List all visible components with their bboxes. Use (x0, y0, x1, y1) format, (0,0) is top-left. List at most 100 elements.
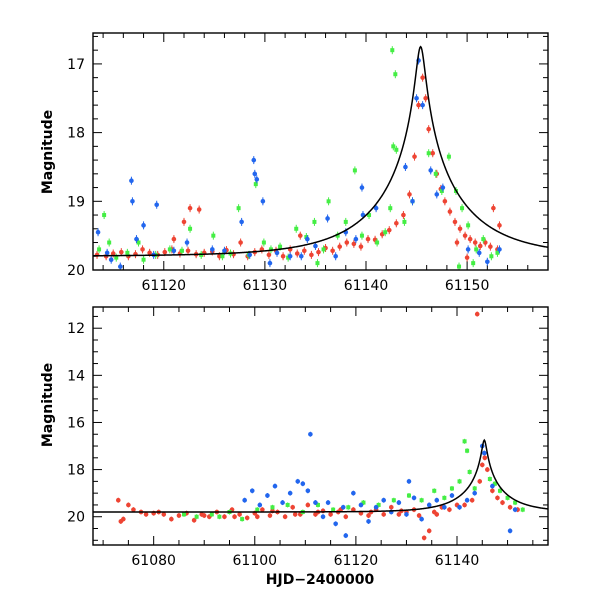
data-point-blue (366, 519, 371, 524)
data-point-blue (428, 168, 434, 173)
y-tick-label: 17 (67, 57, 85, 73)
data-point-green (393, 72, 398, 77)
data-point-blue (406, 479, 412, 484)
data-point-green (255, 507, 260, 512)
data-point-green (406, 493, 411, 498)
data-point-red (394, 220, 399, 226)
data-point-green (359, 233, 364, 238)
data-point-blue (457, 504, 462, 510)
data-point-green (188, 226, 193, 231)
x-tick-label: 61100 (233, 553, 278, 569)
data-point-red (421, 535, 427, 541)
data-point-red (119, 249, 124, 255)
data-point-blue (130, 199, 135, 204)
x-tick-label: 61150 (445, 278, 490, 294)
data-point-green (439, 189, 444, 193)
data-point-green (367, 213, 372, 218)
data-point-blue (373, 205, 379, 211)
data-point-red (430, 150, 436, 156)
data-point-red (482, 455, 488, 461)
data-point-blue (351, 490, 356, 496)
data-point-green (179, 248, 184, 253)
data-point-blue (340, 504, 346, 510)
data-point-blue (490, 483, 495, 489)
data-point-red (187, 205, 193, 211)
y-tick-label: 16 (67, 415, 85, 431)
x-tick-label: 61120 (142, 278, 187, 294)
data-point-red (462, 233, 468, 238)
data-point-green (497, 488, 502, 493)
data-point-red (366, 513, 371, 518)
data-point-red (191, 517, 197, 523)
data-point-green (376, 502, 381, 507)
data-point-green (346, 505, 351, 510)
data-point-red (447, 507, 452, 512)
data-point-blue (353, 236, 359, 242)
data-point-green (335, 233, 340, 238)
data-point-green (182, 512, 186, 517)
x-tick-label: 61120 (334, 553, 379, 569)
x-tick-label: 61080 (131, 553, 176, 569)
plot-frame (92, 32, 549, 271)
data-point-green (236, 206, 241, 211)
data-point-blue (358, 502, 364, 508)
data-point-blue (295, 479, 301, 484)
data-point-red (181, 219, 187, 225)
model-curve (93, 45, 548, 257)
data-point-red (337, 244, 343, 249)
x-tick-label: 61130 (243, 278, 288, 294)
data-point-red (171, 236, 177, 242)
data-point-red (454, 240, 460, 245)
data-point-green (286, 255, 291, 260)
data-point-green (467, 469, 472, 474)
data-point-red (507, 504, 513, 510)
data-point-green (102, 213, 107, 218)
data-point-green (460, 206, 465, 211)
x-tick-label: 61140 (435, 553, 480, 569)
data-point-blue (298, 253, 304, 259)
data-point-red (330, 248, 335, 254)
data-point-red (479, 462, 485, 468)
data-point-red (483, 240, 488, 245)
data-point-blue (442, 504, 447, 510)
data-point-green (253, 182, 258, 187)
data-point-red (255, 514, 260, 520)
data-point-red (472, 240, 478, 245)
data-point-blue (300, 481, 306, 487)
data-point-red (464, 255, 470, 260)
data-point-red (244, 515, 250, 521)
data-point-blue (373, 504, 379, 510)
top-panel: 61120 61130 61140 61150 17 18 19 20 (67, 32, 549, 294)
bottom-panel: 61080 61100 61120 61140 12 14 16 18 20 (67, 306, 549, 569)
data-point-red (126, 502, 131, 508)
data-point-blue (154, 202, 159, 208)
data-point-blue (251, 157, 257, 163)
data-point-blue (359, 185, 365, 190)
data-point-red (162, 249, 168, 255)
data-point-red (401, 212, 406, 218)
data-point-red (237, 512, 242, 517)
data-point-blue (449, 493, 455, 498)
data-point-red (344, 240, 350, 245)
data-point-blue (108, 257, 114, 262)
data-point-red (485, 467, 490, 472)
y-tick-label: 18 (67, 126, 85, 142)
data-point-green (321, 247, 326, 252)
y-tick-label: 20 (67, 263, 85, 279)
data-point-blue (440, 185, 446, 190)
data-point-red (412, 154, 417, 159)
data-point-red (316, 249, 321, 255)
data-point-blue (313, 243, 318, 249)
data-point-green (391, 144, 396, 149)
data-point-red (297, 233, 303, 238)
data-point-red (147, 250, 152, 256)
data-point-red (416, 102, 421, 108)
data-point-blue (257, 502, 263, 508)
data-point-green (449, 486, 454, 491)
data-point-red (467, 236, 473, 242)
data-point-green (194, 514, 199, 519)
data-point-green (520, 507, 525, 512)
data-point-blue (242, 497, 247, 503)
data-point-green (388, 206, 393, 211)
data-point-blue (184, 240, 190, 245)
